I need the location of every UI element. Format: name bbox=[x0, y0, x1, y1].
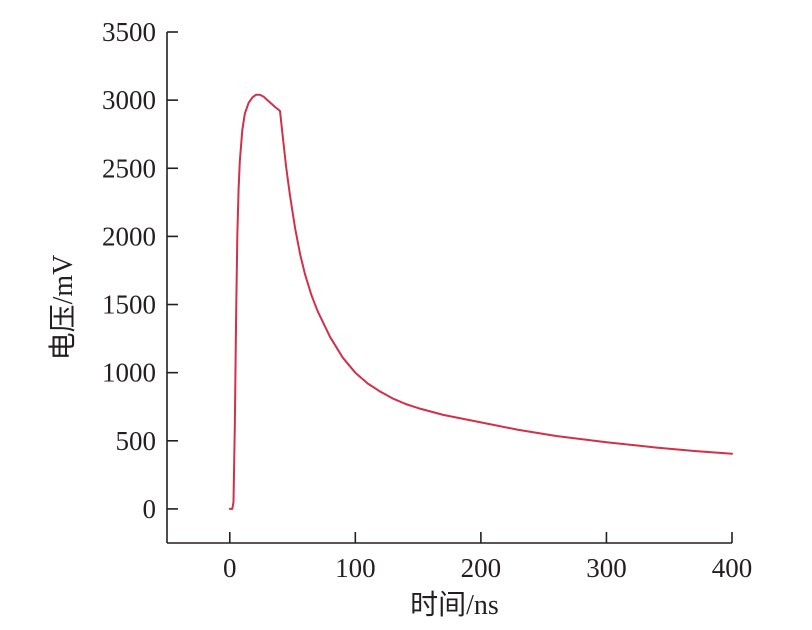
y-axis-title: 电压/mV bbox=[47, 255, 79, 361]
x-tick-label: 300 bbox=[586, 553, 627, 583]
x-axis-ticks: 0 100 200 300 400 bbox=[223, 532, 752, 583]
y-tick-label: 500 bbox=[116, 426, 157, 456]
y-tick-label: 3500 bbox=[102, 17, 156, 47]
y-axis-ticks: 0 500 1000 1500 2000 2500 3000 3500 bbox=[102, 17, 178, 524]
y-tick-label: 2500 bbox=[102, 153, 156, 183]
voltage-series-line bbox=[228, 93, 733, 510]
x-tick-label: 200 bbox=[461, 553, 502, 583]
y-tick-label: 1500 bbox=[102, 290, 156, 320]
y-tick-label: 0 bbox=[143, 494, 157, 524]
x-tick-label: 0 bbox=[223, 553, 237, 583]
y-tick-label: 3000 bbox=[102, 85, 156, 115]
series-group bbox=[228, 93, 733, 510]
y-tick-label: 2000 bbox=[102, 221, 156, 251]
y-tick-label: 1000 bbox=[102, 358, 156, 388]
x-axis-title: 时间/ns bbox=[410, 589, 499, 621]
x-tick-label: 400 bbox=[712, 553, 753, 583]
axes bbox=[166, 32, 732, 544]
x-tick-label: 100 bbox=[335, 553, 376, 583]
